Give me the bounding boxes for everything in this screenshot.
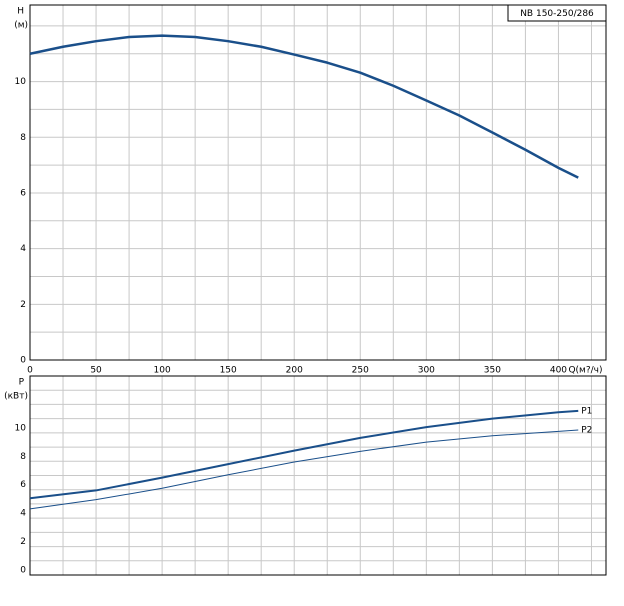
y-tick-label: 0 — [20, 566, 26, 576]
y-tick-label: 2 — [20, 300, 26, 310]
series-line — [29, 429, 579, 510]
x-tick-label: 250 — [352, 366, 369, 376]
y-tick-label: 6 — [20, 480, 26, 490]
y-tick-label: 10 — [15, 423, 27, 433]
y-tick-label: 4 — [20, 244, 26, 254]
series-line — [29, 34, 579, 179]
y-tick-label: 4 — [20, 509, 26, 519]
plot-frame — [29, 4, 607, 361]
y-axis-label: H — [17, 7, 24, 17]
y-tick-label: 6 — [20, 188, 26, 198]
x-tick-label: 50 — [90, 366, 102, 376]
x-tick-label: 150 — [220, 366, 237, 376]
x-tick-label: 400 — [550, 366, 567, 376]
x-axis-label: Q(м?/ч) — [568, 366, 602, 376]
x-tick-label: 300 — [418, 366, 435, 376]
title-box — [507, 4, 607, 22]
y-axis-unit: (м) — [14, 21, 28, 31]
y-tick-label: 2 — [20, 537, 26, 547]
chart-title: NB 150-250/286 — [520, 9, 594, 19]
series-label: P1 — [581, 406, 592, 416]
x-tick-label: 350 — [484, 366, 501, 376]
y-axis-unit: (кВт) — [4, 392, 28, 402]
x-tick-label: 0 — [27, 366, 33, 376]
series-label: P2 — [581, 426, 592, 436]
y-tick-label: 8 — [20, 133, 26, 143]
y-tick-label: 0 — [20, 356, 26, 366]
series-line — [29, 409, 579, 500]
y-tick-label: 8 — [20, 452, 26, 462]
y-axis-label: P — [19, 378, 25, 388]
x-tick-label: 200 — [286, 366, 303, 376]
y-tick-label: 10 — [15, 77, 27, 87]
x-tick-label: 100 — [154, 366, 171, 376]
plot-frame — [29, 375, 607, 576]
